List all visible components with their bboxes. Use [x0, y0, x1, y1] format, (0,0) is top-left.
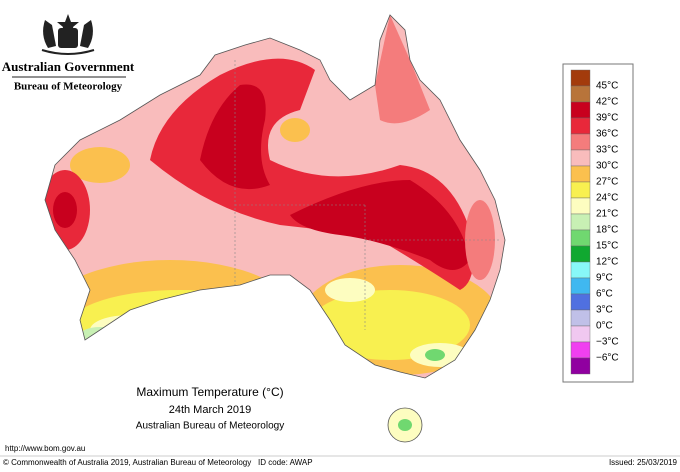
legend-label: −6°C [596, 353, 619, 364]
footer-issued: Issued: 25/03/2019 [609, 458, 678, 467]
legend-swatch [570, 325, 591, 343]
legend-swatch [570, 309, 591, 327]
map-title: Maximum Temperature (°C) [136, 385, 283, 399]
legend-swatch [570, 261, 591, 279]
legend-swatch [570, 293, 591, 311]
bureau-name: Bureau of Meteorology [14, 81, 123, 93]
legend-swatch [570, 165, 591, 183]
legend-swatch [570, 133, 591, 151]
legend-swatch [570, 149, 591, 167]
legend-label: 15°C [596, 241, 618, 252]
legend-label: 42°C [596, 97, 618, 108]
legend-swatch [570, 85, 591, 103]
legend-swatch [570, 357, 591, 375]
legend: 45°C 42°C 39°C 36°C 33°C 30°C 27°C 24°C 21°C 18°C… [570, 69, 619, 375]
legend-label: 3°C [596, 305, 613, 316]
legend-label: 45°C [596, 81, 618, 92]
legend-label: 6°C [596, 289, 613, 300]
legend-label: 21°C [596, 209, 618, 220]
footer-id: ID code: AWAP [258, 458, 313, 467]
tasmania-cool [398, 419, 412, 431]
legend-swatch [570, 101, 591, 119]
legend-label: 18°C [596, 225, 618, 236]
legend-label: 0°C [596, 321, 613, 332]
legend-swatch [570, 341, 591, 359]
footer-url: http://www.bom.gov.au [5, 444, 85, 453]
agency-name: Australian Government [2, 59, 135, 74]
coastline [44, 14, 506, 379]
coat-of-arms [41, 14, 95, 55]
legend-label: 33°C [596, 145, 618, 156]
legend-swatch [570, 69, 591, 87]
legend-label: 24°C [596, 193, 618, 204]
legend-swatch [570, 117, 591, 135]
footer-copyright: © Commonwealth of Australia 2019, Austra… [3, 458, 251, 467]
legend-swatch [570, 213, 591, 231]
map-source: Australian Bureau of Meteorology [136, 421, 284, 432]
legend-swatch [570, 245, 591, 263]
legend-label: 9°C [596, 273, 613, 284]
legend-swatch [570, 197, 591, 215]
legend-swatch [570, 277, 591, 295]
legend-label: 36°C [596, 129, 618, 140]
legend-label: 39°C [596, 113, 618, 124]
legend-swatch [570, 229, 591, 247]
legend-label: 12°C [596, 257, 618, 268]
legend-label: 27°C [596, 177, 618, 188]
map-date: 24th March 2019 [169, 404, 252, 416]
legend-label: 30°C [596, 161, 618, 172]
legend-label: −3°C [596, 337, 619, 348]
legend-swatch [570, 181, 591, 199]
